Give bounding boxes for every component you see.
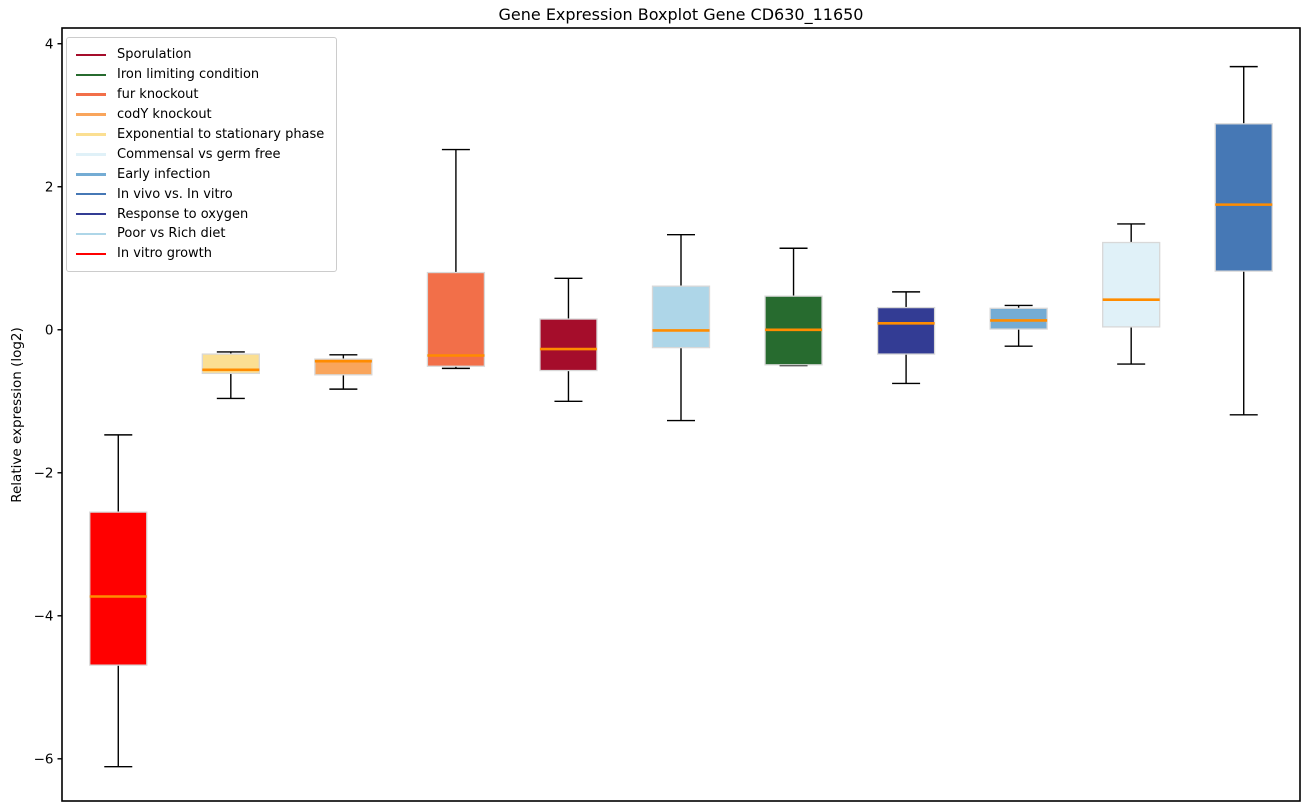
box-early-infection (989, 304, 1048, 347)
y-tick-label: 2 (45, 179, 54, 195)
legend-label: fur knockout (117, 87, 199, 103)
legend-item-commensal-vs-germ-free: Commensal vs germ free (76, 144, 324, 164)
legend-label: In vitro growth (117, 246, 212, 262)
box-poor-vs-rich-diet (651, 233, 711, 422)
legend-color-swatch (76, 252, 106, 256)
legend-color-swatch (76, 172, 106, 176)
legend-color-swatch (76, 212, 106, 216)
box-fur-knockout (426, 148, 486, 370)
legend-item-response-to-oxygen: Response to oxygen (76, 204, 324, 224)
iqr-box (1214, 123, 1273, 272)
legend-item-sporulation: Sporulation (76, 45, 324, 65)
legend-item-early-infection: Early infection (76, 164, 324, 184)
legend-item-fur-knockout: fur knockout (76, 85, 324, 105)
legend-item-in-vivo-vs-in-vitro: In vivo vs. In vitro (76, 184, 324, 204)
legend-color-swatch (76, 113, 106, 116)
axes-frame (61, 27, 1301, 802)
iqr-box (1102, 241, 1161, 328)
legend-item-in-vitro-growth: In vitro growth (76, 244, 324, 264)
box-in-vitro-growth (89, 434, 148, 768)
chart-title: Gene Expression Boxplot Gene CD630_11650 (498, 5, 864, 24)
legend-label: In vivo vs. In vitro (117, 186, 233, 202)
iqr-box (89, 511, 148, 666)
box-iron-limiting-condition (764, 247, 823, 367)
legend-color-swatch (76, 53, 106, 57)
legend-label: Early infection (117, 166, 211, 182)
iqr-box (989, 307, 1048, 330)
legend-label: Poor vs Rich diet (117, 226, 226, 242)
y-tick-label: 4 (45, 36, 54, 52)
iqr-box (426, 271, 486, 367)
box-commensal-vs-germ-free (1102, 223, 1161, 365)
legend: Sporulation Iron limiting condition fur kn… (66, 37, 338, 272)
legend-color-swatch (76, 133, 106, 136)
legend-color-swatch (76, 232, 106, 236)
legend-color-swatch (76, 153, 106, 156)
box-response-to-oxygen (876, 291, 936, 385)
legend-label: Response to oxygen (117, 206, 249, 222)
legend-item-iron-limiting-condition: Iron limiting condition (76, 65, 324, 85)
box-cody-knockout (314, 354, 373, 390)
legend-item-poor-vs-rich-diet: Poor vs Rich diet (76, 224, 324, 244)
legend-label: Exponential to stationary phase (117, 127, 325, 142)
legend-label: Commensal vs germ free (117, 146, 281, 162)
legend-label: Sporulation (117, 47, 192, 63)
iqr-box (314, 358, 373, 376)
y-tick-label: 0 (45, 322, 54, 338)
iqr-box (539, 318, 598, 372)
box-in-vivo-vs-in-vitro (1214, 65, 1273, 416)
legend-item-cody-knockout: codY knockout (76, 105, 324, 125)
iqr-box (651, 285, 711, 349)
legend-color-swatch (76, 73, 106, 77)
y-tick-label: −4 (34, 608, 54, 624)
legend-label: codY knockout (117, 107, 212, 123)
legend-item-exponential-to-stationary-phase: Exponential to stationary phase (76, 125, 324, 145)
y-tick-label: −2 (34, 465, 54, 481)
y-tick-label: −6 (34, 751, 54, 767)
legend-color-swatch (76, 93, 106, 97)
iqr-box (876, 306, 936, 355)
legend-color-swatch (76, 192, 106, 196)
box-sporulation (539, 277, 598, 402)
box-exponential-to-stationary-phase (201, 351, 260, 400)
legend-label: Iron limiting condition (117, 67, 260, 83)
